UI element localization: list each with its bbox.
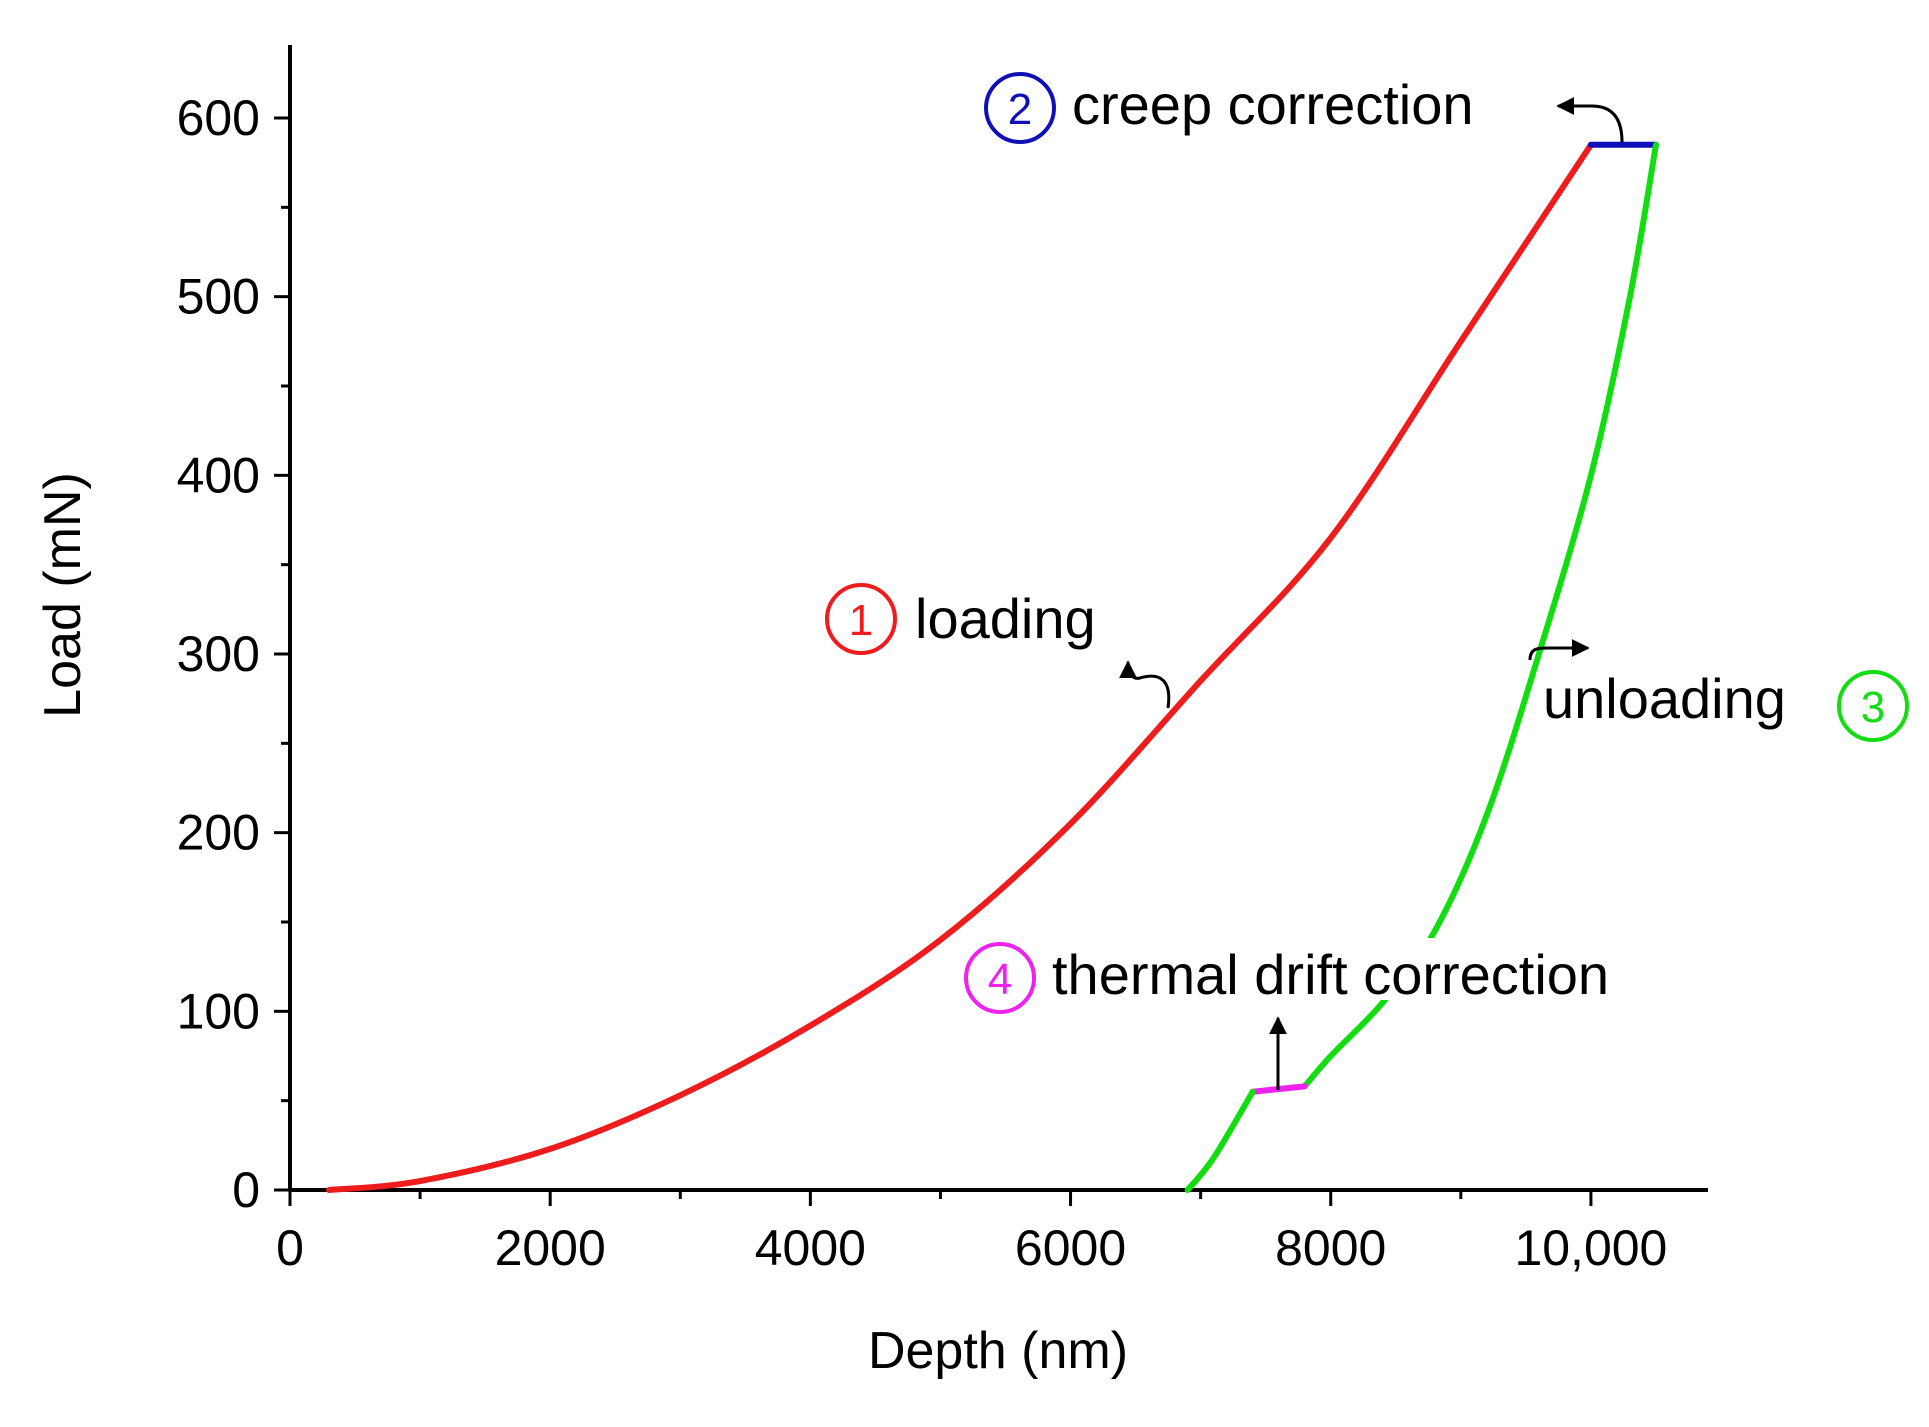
badge-2-circle xyxy=(984,72,1056,144)
annotation-thermal-label-bg xyxy=(1048,938,1698,1000)
x-tick-label: 10,000 xyxy=(1514,1220,1667,1276)
badge-1-number: 1 xyxy=(849,596,873,645)
badge-3-circle xyxy=(1837,670,1909,742)
annotation-creep-label: creep correction xyxy=(1072,73,1474,136)
axes xyxy=(288,45,1708,1192)
y-tick-label: 300 xyxy=(177,626,260,682)
badge-1-circle xyxy=(825,583,897,655)
y-tick-label: 500 xyxy=(177,269,260,325)
annotation-unloading: unloading 3 xyxy=(1528,639,1909,742)
annotation-thermal-label: thermal drift correction xyxy=(1052,943,1609,1006)
annotation-unloading-label: unloading xyxy=(1543,667,1786,730)
annotation-loading-label: loading xyxy=(915,587,1096,650)
x-tick-label: 0 xyxy=(276,1220,304,1276)
y-tick-label: 400 xyxy=(177,447,260,503)
series-loading-line xyxy=(326,141,1594,1193)
series-unloading-line xyxy=(1301,141,1659,1090)
x-tick-label: 4000 xyxy=(755,1220,866,1276)
annotation-creep: 2 creep correction xyxy=(984,72,1624,144)
badge-2-number: 2 xyxy=(1008,85,1032,134)
series-layer xyxy=(326,141,1659,1193)
badge-4-circle xyxy=(964,942,1036,1014)
y-tick-label: 200 xyxy=(177,805,260,861)
badge-3-number: 3 xyxy=(1861,683,1885,732)
annotation-thermal-drift: 4 thermal drift correction xyxy=(964,938,1698,1090)
y-tick-label: 0 xyxy=(232,1162,260,1218)
y-tick-label: 100 xyxy=(177,983,260,1039)
x-tick-label: 2000 xyxy=(495,1220,606,1276)
x-axis-title: Depth (nm) xyxy=(868,1322,1128,1380)
loading-callout-arrow xyxy=(1119,660,1171,709)
ticks: 0 2000 4000 6000 8000 10,000 0 100 200 300 400 500 6… xyxy=(177,90,1668,1276)
badge-4-number: 4 xyxy=(988,955,1012,1004)
unloading-callout-arrow xyxy=(1528,639,1590,661)
annotation-loading: 1 loading xyxy=(825,583,1171,709)
y-tick-label: 600 xyxy=(177,90,260,146)
x-tick-label: 6000 xyxy=(1015,1220,1126,1276)
creep-callout-arrow xyxy=(1556,97,1624,143)
y-axis-title: Load (mN) xyxy=(34,472,92,718)
x-tick-label: 8000 xyxy=(1275,1220,1386,1276)
series-unloading-tail-line xyxy=(1184,1088,1256,1193)
